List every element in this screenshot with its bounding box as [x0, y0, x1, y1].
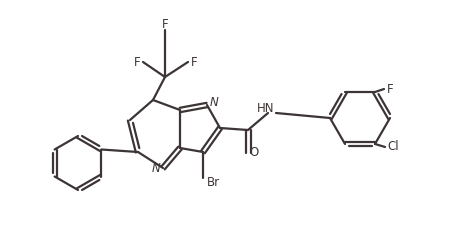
- Text: Cl: Cl: [387, 140, 399, 153]
- Text: F: F: [134, 55, 140, 69]
- Text: N: N: [152, 161, 160, 174]
- Text: Br: Br: [207, 176, 220, 189]
- Text: HN: HN: [257, 103, 275, 116]
- Text: F: F: [191, 55, 197, 69]
- Text: N: N: [210, 97, 219, 109]
- Text: O: O: [249, 146, 259, 159]
- Text: F: F: [387, 82, 393, 96]
- Text: F: F: [162, 18, 168, 31]
